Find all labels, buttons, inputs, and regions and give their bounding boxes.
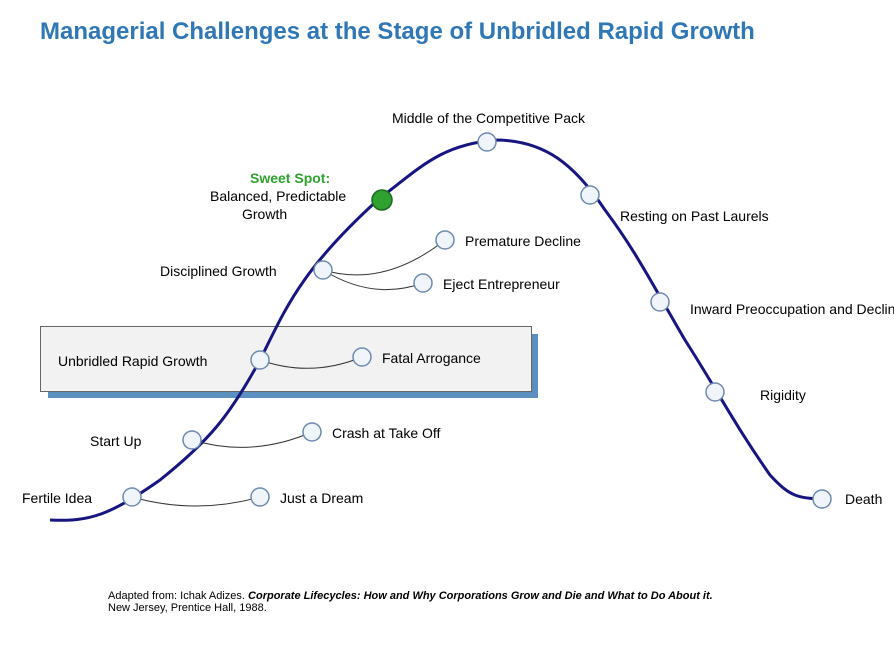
node-unbridled-growth [251,351,269,369]
branch-node-premature-decline [436,231,454,249]
label-middle-pack: Middle of the Competitive Pack [392,110,585,126]
node-start-up [183,431,201,449]
branch-connector-premature-decline [323,240,445,275]
node-sweet-spot [372,190,392,210]
node-death [813,490,831,508]
node-rigidity [706,383,724,401]
label-unbridled-growth: Unbridled Rapid Growth [58,353,207,369]
label-crash-takeoff: Crash at Take Off [332,425,440,441]
node-inward-decline [651,293,669,311]
label-fatal-arrogance: Fatal Arrogance [382,350,481,366]
node-fertile-idea [123,488,141,506]
citation-title: Corporate Lifecycles: How and Why Corpor… [248,590,713,602]
label-death: Death [845,491,882,507]
node-resting-laurels [581,186,599,204]
citation-line2: New Jersey, Prentice Hall, 1988. [108,602,713,614]
sweet-spot-title: Sweet Spot: [250,170,330,186]
citation: Adapted from: Ichak Adizes. Corporate Li… [108,590,713,614]
diagram-stage: Managerial Challenges at the Stage of Un… [0,0,894,647]
curve-svg [0,0,894,647]
branch-connector-just-a-dream [132,497,260,506]
label-just-a-dream: Just a Dream [280,490,363,506]
label-resting-laurels: Resting on Past Laurels [620,208,769,224]
label-start-up: Start Up [90,433,141,449]
branch-connector-fatal-arrogance [260,357,362,368]
branch-node-fatal-arrogance [353,348,371,366]
sweet-spot-sub1: Balanced, Predictable [210,188,346,204]
label-inward-decline: Inward Preoccupation and Decline [690,301,894,317]
sweet-spot-sub2: Growth [242,206,287,222]
branch-node-just-a-dream [251,488,269,506]
node-middle-pack [478,133,496,151]
label-eject-entrepreneur: Eject Entrepreneur [443,276,560,292]
label-premature-decline: Premature Decline [465,233,581,249]
node-disciplined-growth [314,261,332,279]
label-disciplined-growth: Disciplined Growth [160,263,277,279]
branch-node-crash-takeoff [303,423,321,441]
label-fertile-idea: Fertile Idea [22,490,92,506]
citation-prefix: Adapted from: Ichak Adizes. [108,590,248,602]
branch-node-eject-entrepreneur [414,274,432,292]
lifecycle-curve [50,140,830,520]
label-rigidity: Rigidity [760,387,806,403]
